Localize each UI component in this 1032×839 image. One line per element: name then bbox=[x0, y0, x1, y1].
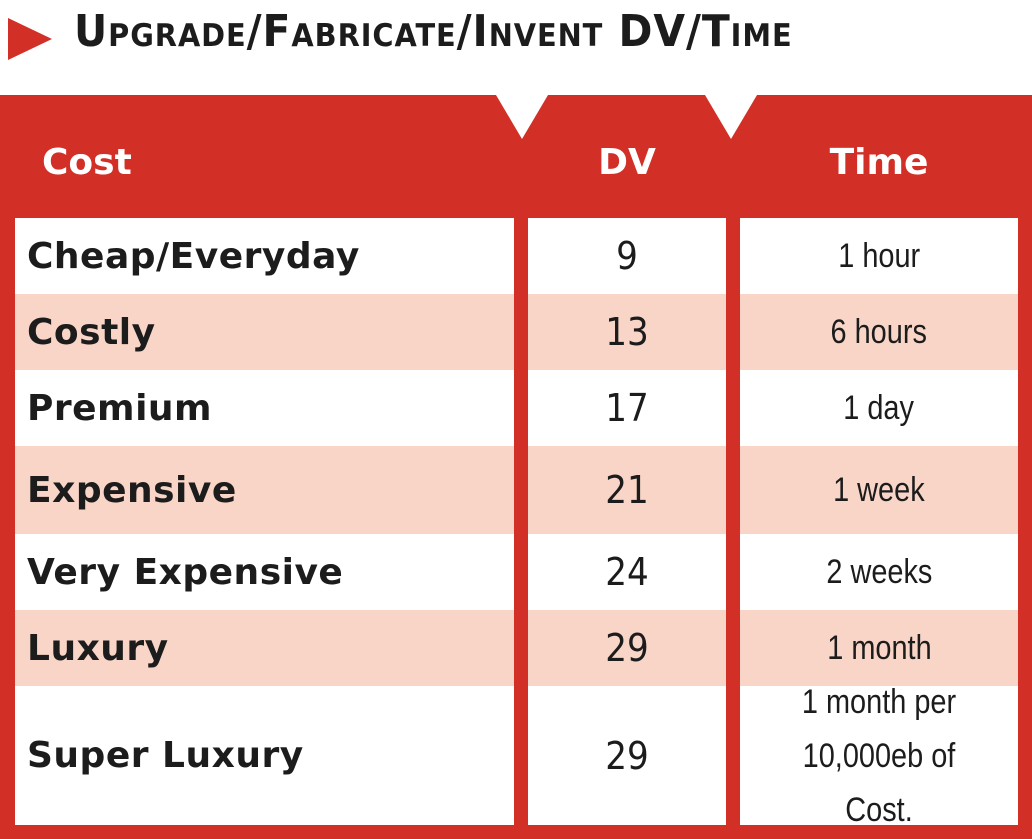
time-text: 6 hours bbox=[830, 313, 928, 351]
header-notch bbox=[496, 95, 548, 139]
dv-column: 9 13 17 21 24 29 29 bbox=[528, 218, 726, 825]
dv-cell: 17 bbox=[528, 370, 726, 446]
time-text: 1 month per 10,000eb of Cost. bbox=[801, 682, 957, 829]
time-cell: 1 month bbox=[740, 610, 1018, 686]
dv-cell: 24 bbox=[528, 534, 726, 610]
column-header-cost: Cost bbox=[42, 142, 132, 183]
cost-column: Cheap/Everyday Costly Premium Expensive … bbox=[15, 218, 514, 825]
cost-cell: Costly bbox=[15, 294, 514, 370]
dv-cell: 9 bbox=[528, 218, 726, 294]
time-text: 1 week bbox=[833, 471, 925, 509]
time-cell: 1 week bbox=[740, 446, 1018, 534]
time-cell: 2 weeks bbox=[740, 534, 1018, 610]
time-text: 1 day bbox=[843, 389, 915, 427]
time-text: 1 month bbox=[826, 629, 932, 667]
time-cell: 1 hour bbox=[740, 218, 1018, 294]
dv-cell: 29 bbox=[528, 610, 726, 686]
time-text: 1 hour bbox=[838, 237, 920, 275]
time-cell: 6 hours bbox=[740, 294, 1018, 370]
page-title: Upgrade/Fabricate/Invent DV/Time bbox=[74, 6, 793, 57]
dv-cell: 13 bbox=[528, 294, 726, 370]
cost-cell: Super Luxury bbox=[15, 686, 514, 825]
header-notch bbox=[705, 95, 757, 139]
time-text: 2 weeks bbox=[825, 553, 933, 591]
time-cell: 1 day bbox=[740, 370, 1018, 446]
cost-cell: Premium bbox=[15, 370, 514, 446]
title-bar: Upgrade/Fabricate/Invent DV/Time bbox=[0, 0, 1032, 92]
dv-cell: 21 bbox=[528, 446, 726, 534]
dv-cell: 29 bbox=[528, 686, 726, 825]
cost-cell: Very Expensive bbox=[15, 534, 514, 610]
time-cell: 1 month per 10,000eb of Cost. bbox=[740, 683, 1018, 829]
column-header-time: Time bbox=[829, 142, 929, 183]
column-header-dv: DV bbox=[598, 142, 656, 183]
cost-cell: Luxury bbox=[15, 610, 514, 686]
time-column: 1 hour 6 hours 1 day 1 week 2 weeks 1 mo… bbox=[740, 218, 1018, 829]
cost-cell: Expensive bbox=[15, 446, 514, 534]
triangle-arrow-icon bbox=[8, 18, 52, 60]
cost-cell: Cheap/Everyday bbox=[15, 218, 514, 294]
